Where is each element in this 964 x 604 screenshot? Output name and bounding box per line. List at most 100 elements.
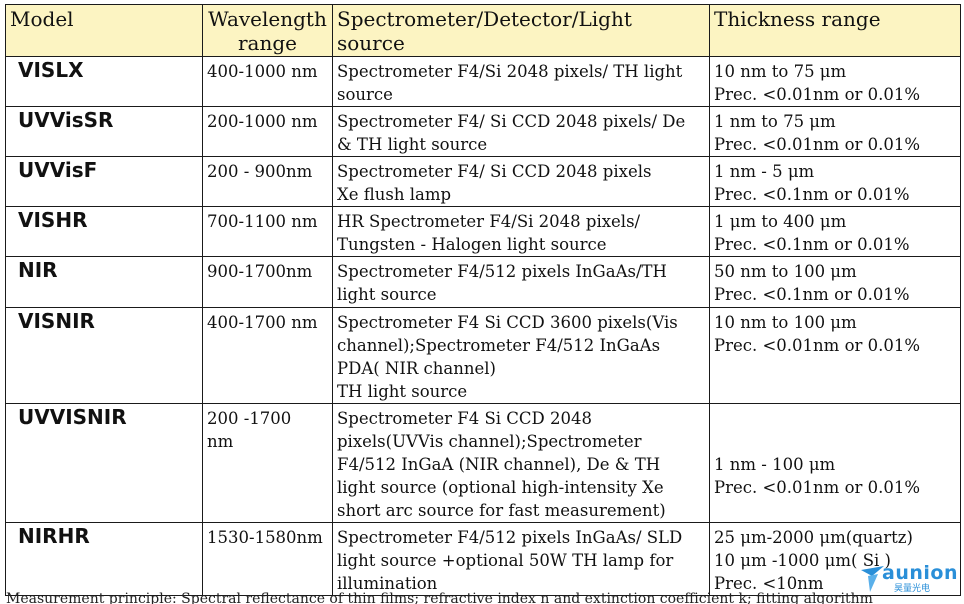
- cell-thickness-line: 1 μm to 400 μm: [714, 212, 847, 231]
- cell-wavelength: 1530-1580nm: [202, 522, 333, 596]
- cell-spectrometer-line: light source (optional high-intensity Xe: [337, 478, 664, 497]
- cell-wavelength: 200-1000 nm: [202, 106, 333, 157]
- table-row: UVVISNIR 200 -1700 nm Spectrometer F4 Si CC…: [5, 403, 961, 523]
- cell-thickness: 25 μm-2000 μm(quartz) 10 μm -1000 μm( Si …: [709, 522, 961, 596]
- cell-wavelength: 200 - 900nm: [202, 156, 333, 207]
- cell-thickness-line: [714, 407, 956, 430]
- table-row: NIR 900-1700nm Spectrometer F4/512 pixels …: [5, 256, 961, 308]
- cell-spectrometer-line: Spectrometer F4/ Si CCD 2048 pixels/ De: [337, 112, 686, 131]
- cell-thickness: 50 nm to 100 μm Prec. <0.1nm or 0.01%: [709, 256, 961, 308]
- cell-spectrometer-line: channel);Spectrometer F4/512 InGaAs: [337, 336, 661, 355]
- cell-spectrometer: Spectrometer F4/512 pixels InGaAs/TH ligh…: [332, 256, 710, 308]
- cell-spectrometer-line: source: [337, 85, 393, 104]
- cell-spectrometer: Spectrometer F4 Si CCD 3600 pixels(Vis ch…: [332, 307, 710, 404]
- cell-thickness-line: 25 μm-2000 μm(quartz): [714, 528, 913, 547]
- cell-wavelength-line: 200 -1700: [207, 409, 292, 428]
- cell-thickness-line: 1 nm to 75 μm: [714, 112, 836, 131]
- cell-thickness-line: 50 nm to 100 μm: [714, 262, 857, 281]
- cell-thickness-line: Prec. <0.01nm or 0.01%: [714, 478, 921, 497]
- cell-thickness: 1 nm - 100 μm Prec. <0.01nm or 0.01%: [709, 403, 961, 523]
- footnote: Measurement principle: Spectral reflecta…: [6, 592, 873, 604]
- cell-thickness-line: Prec. <0.1nm or 0.01%: [714, 185, 910, 204]
- cell-model: NIRHR: [5, 522, 203, 596]
- cell-spectrometer-line: Spectrometer F4/ Si CCD 2048 pixels: [337, 162, 652, 181]
- cell-spectrometer-line: Spectrometer F4 Si CCD 3600 pixels(Vis: [337, 313, 678, 332]
- cell-spectrometer: Spectrometer F4/ Si CCD 2048 pixels/ De &…: [332, 106, 710, 157]
- table-row: VISLX 400-1000 nm Spectrometer F4/Si 2048 …: [5, 56, 961, 107]
- cell-thickness: 1 nm to 75 μm Prec. <0.01nm or 0.01%: [709, 106, 961, 157]
- cell-spectrometer: HR Spectrometer F4/Si 2048 pixels/Tungst…: [332, 206, 710, 257]
- header-wavelength: Wavelength range: [202, 4, 333, 57]
- cell-thickness: 1 μm to 400 μm Prec. <0.1nm or 0.01%: [709, 206, 961, 257]
- cell-thickness-line: 1 nm - 100 μm: [714, 455, 836, 474]
- cell-spectrometer: Spectrometer F4/512 pixels InGaAs/ SLD li…: [332, 522, 710, 596]
- cell-spectrometer-line: illumination: [337, 574, 438, 593]
- table-row: VISNIR 400-1700 nm Spectrometer F4 Si CCD …: [5, 307, 961, 404]
- cell-thickness-line: 10 nm to 100 μm: [714, 313, 857, 332]
- cell-thickness: 10 nm to 100 μm Prec. <0.01nm or 0.01%: [709, 307, 961, 404]
- cell-thickness-line: Prec. <10nm: [714, 574, 824, 593]
- cell-wavelength: 400-1000 nm: [202, 56, 333, 107]
- cell-thickness-line: Prec. <0.01nm or 0.01%: [714, 336, 921, 355]
- table-row: UVVisSR 200-1000 nm Spectrometer F4/ Si CC…: [5, 106, 961, 157]
- cell-spectrometer-line: pixels(UVVis channel);Spectrometer: [337, 432, 642, 451]
- table-row: UVVisF 200 - 900nm Spectrometer F4/ Si CCD…: [5, 156, 961, 207]
- cell-spectrometer: Spectrometer F4 Si CCD 2048 pixels(UVVis …: [332, 403, 710, 523]
- cell-thickness-line: Prec. <0.1nm or 0.01%: [714, 285, 910, 304]
- cell-model: NIR: [5, 256, 203, 308]
- cell-thickness: 1 nm - 5 μm Prec. <0.1nm or 0.01%: [709, 156, 961, 207]
- cell-thickness-line: Prec. <0.01nm or 0.01%: [714, 135, 921, 154]
- cell-model: VISLX: [5, 56, 203, 107]
- cell-spectrometer-line: light source: [337, 285, 437, 304]
- cell-wavelength-line: 200 - 900nm: [207, 162, 313, 181]
- cell-thickness-line: Prec. <0.1nm or 0.01%: [714, 235, 910, 254]
- cell-spectrometer-line: Tungsten - Halogen light source: [337, 235, 607, 254]
- header-row: Model Wavelength range Spectrometer/Detec…: [5, 4, 961, 57]
- cell-wavelength: 900-1700nm: [202, 256, 333, 308]
- cell-spectrometer: Spectrometer F4/ Si CCD 2048 pixels Xe fl…: [332, 156, 710, 207]
- cell-thickness-line: 10 nm to 75 μm: [714, 62, 847, 81]
- cell-model: UVVisSR: [5, 106, 203, 157]
- cell-model: VISHR: [5, 206, 203, 257]
- cell-wavelength: 200 -1700 nm: [202, 403, 333, 523]
- header-model: Model: [5, 4, 203, 57]
- cell-spectrometer-line: Xe flush lamp: [337, 185, 452, 204]
- logo-bird-icon: [861, 566, 884, 592]
- cell-thickness-line: 1 nm - 5 μm: [714, 162, 815, 181]
- cell-model: UVVISNIR: [5, 403, 203, 523]
- cell-thickness-line: [714, 430, 956, 453]
- cell-spectrometer: Spectrometer F4/Si 2048 pixels/ TH light…: [332, 56, 710, 107]
- cell-model: UVVisF: [5, 156, 203, 207]
- logo-brand-text: aunion: [882, 562, 958, 584]
- cell-spectrometer-line: light source +optional 50W TH lamp for: [337, 551, 674, 570]
- cell-thickness-line: 10 μm -1000 μm( Si ): [714, 551, 891, 570]
- cell-wavelength-line: 1530-1580nm: [207, 528, 323, 547]
- cell-wavelength-line: 700-1100 nm: [207, 212, 318, 231]
- cell-wavelength-line: 400-1700 nm: [207, 313, 318, 332]
- cell-spectrometer-line: Spectrometer F4 Si CCD 2048: [337, 409, 592, 428]
- cell-spectrometer-line: F4/512 InGaA (NIR channel), De & TH: [337, 455, 661, 474]
- cell-spectrometer-line: short arc source for fast measurement): [337, 501, 666, 520]
- cell-wavelength: 400-1700 nm: [202, 307, 333, 404]
- cell-spectrometer-line: Spectrometer F4/512 pixels InGaAs/TH: [337, 262, 667, 281]
- table-row: NIRHR 1530-1580nm Spectrometer F4/512 pixe…: [5, 522, 961, 596]
- table-row: VISHR 700-1100 nm HR Spectrometer F4/Si 20…: [5, 206, 961, 257]
- header-spectrometer: Spectrometer/Detector/Light source: [332, 4, 710, 57]
- cell-spectrometer-line: HR Spectrometer F4/Si 2048 pixels/: [337, 212, 641, 231]
- cell-spectrometer-line: PDA( NIR channel): [337, 359, 496, 378]
- cell-spectrometer-line: Spectrometer F4/512 pixels InGaAs/ SLD: [337, 528, 683, 547]
- cell-spectrometer-line: & TH light source: [337, 135, 488, 154]
- cell-wavelength-line: nm: [207, 432, 234, 451]
- cell-thickness-line: Prec. <0.01nm or 0.01%: [714, 85, 921, 104]
- cell-wavelength: 700-1100 nm: [202, 206, 333, 257]
- logo-sub-text: 昊量光电: [894, 584, 931, 594]
- cell-wavelength-line: 400-1000 nm: [207, 62, 318, 81]
- brand-logo: aunion 昊量光电: [858, 562, 958, 598]
- cell-wavelength-line: 200-1000 nm: [207, 112, 318, 131]
- cell-model: VISNIR: [5, 307, 203, 404]
- cell-spectrometer-line: TH light source: [337, 382, 468, 401]
- cell-wavelength-line: 900-1700nm: [207, 262, 313, 281]
- cell-spectrometer-line: Spectrometer F4/Si 2048 pixels/ TH light: [337, 62, 683, 81]
- cell-thickness: 10 nm to 75 μm Prec. <0.01nm or 0.01%: [709, 56, 961, 107]
- spec-table: Model Wavelength range Spectrometer/Detec…: [5, 4, 961, 596]
